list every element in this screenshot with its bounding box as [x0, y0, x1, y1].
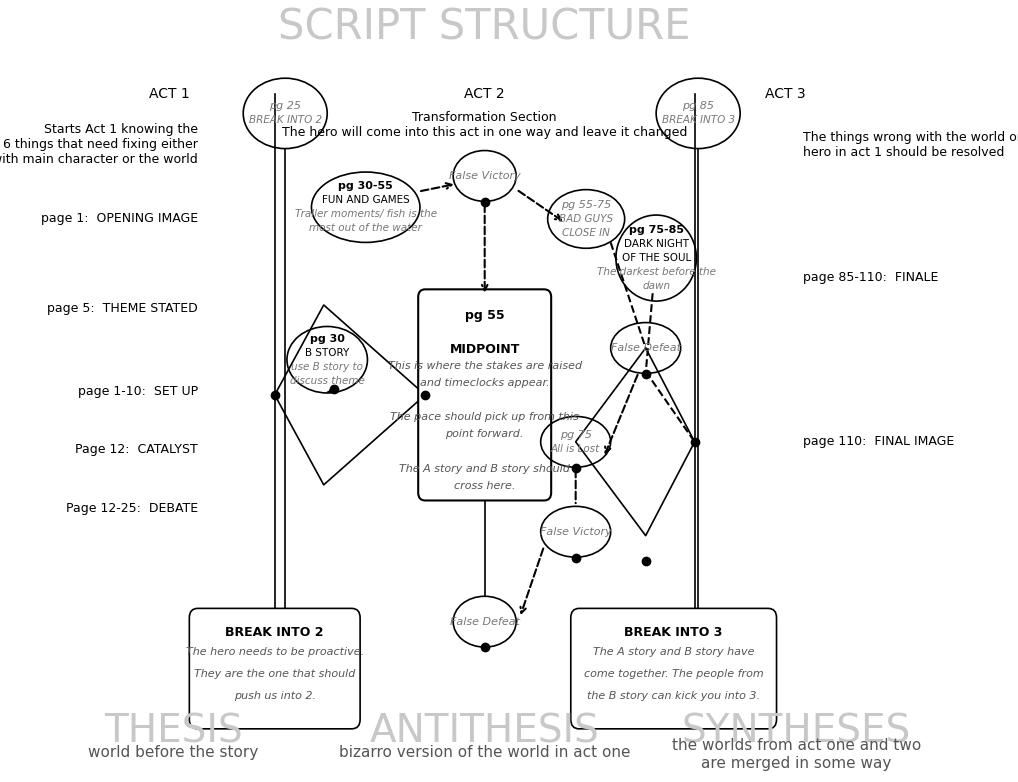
- Text: come together. The people from: come together. The people from: [583, 669, 764, 680]
- Text: CLOSE IN: CLOSE IN: [562, 228, 610, 238]
- Text: BREAK INTO 3: BREAK INTO 3: [662, 116, 735, 125]
- Text: The darkest before the: The darkest before the: [597, 267, 716, 277]
- FancyBboxPatch shape: [571, 608, 777, 729]
- Text: BREAK INTO 2: BREAK INTO 2: [225, 626, 324, 639]
- Text: pg 30: pg 30: [309, 334, 345, 343]
- Text: The A story and B story have: The A story and B story have: [592, 647, 754, 658]
- Text: pg 30-55: pg 30-55: [338, 181, 393, 191]
- Text: point forward.: point forward.: [446, 429, 524, 439]
- Text: most out of the water: most out of the water: [309, 224, 422, 233]
- Text: The pace should pick up from this: The pace should pick up from this: [390, 412, 579, 422]
- Text: All is Lost: All is Lost: [551, 444, 601, 454]
- Text: Starts Act 1 knowing the
6 things that need fixing either
with main character or: Starts Act 1 knowing the 6 things that n…: [0, 124, 197, 166]
- Text: pg 75-85: pg 75-85: [629, 225, 684, 235]
- Text: OF THE SOUL: OF THE SOUL: [622, 253, 691, 263]
- Text: use B story to: use B story to: [291, 362, 363, 371]
- FancyBboxPatch shape: [189, 608, 360, 729]
- Text: This is where the stakes are raised: This is where the stakes are raised: [388, 361, 581, 371]
- Text: Page 12:  CATALYST: Page 12: CATALYST: [75, 443, 197, 456]
- Text: pg 85: pg 85: [682, 102, 715, 111]
- Text: page 1:  OPENING IMAGE: page 1: OPENING IMAGE: [41, 213, 197, 225]
- Text: Traller moments/ fish is the: Traller moments/ fish is the: [294, 210, 437, 219]
- Text: page 110:  FINAL IMAGE: page 110: FINAL IMAGE: [803, 436, 955, 448]
- Text: BAD GUYS: BAD GUYS: [559, 214, 613, 224]
- Text: discuss theme: discuss theme: [290, 376, 364, 386]
- Text: and timeclocks appear.: and timeclocks appear.: [419, 378, 550, 388]
- FancyBboxPatch shape: [418, 289, 551, 500]
- Text: the worlds from act one and two
are merged in some way: the worlds from act one and two are merg…: [672, 738, 920, 771]
- Text: pg 75: pg 75: [560, 430, 591, 439]
- Text: ACT 1: ACT 1: [150, 87, 190, 101]
- Text: pg 25: pg 25: [269, 102, 301, 111]
- Text: DARK NIGHT: DARK NIGHT: [624, 239, 688, 249]
- Text: ACT 2: ACT 2: [464, 87, 505, 101]
- Text: page 5:  THEME STATED: page 5: THEME STATED: [47, 303, 197, 315]
- Text: pg 55: pg 55: [465, 309, 505, 322]
- Text: the B story can kick you into 3.: the B story can kick you into 3.: [587, 691, 760, 701]
- Text: False Victory: False Victory: [449, 171, 520, 181]
- Text: THESIS: THESIS: [104, 712, 242, 750]
- Text: dawn: dawn: [642, 282, 670, 291]
- Text: The A story and B story should: The A story and B story should: [399, 464, 570, 474]
- Text: MIDPOINT: MIDPOINT: [450, 343, 520, 357]
- Text: The things wrong with the world or
hero in act 1 should be resolved: The things wrong with the world or hero …: [803, 131, 1018, 159]
- Text: B STORY: B STORY: [305, 348, 349, 357]
- Text: BREAK INTO 2: BREAK INTO 2: [248, 116, 322, 125]
- Text: False Victory: False Victory: [540, 527, 612, 536]
- Text: page 1-10:  SET UP: page 1-10: SET UP: [77, 385, 197, 397]
- Text: SYNTHESES: SYNTHESES: [681, 712, 911, 750]
- Text: The hero needs to be proactive.: The hero needs to be proactive.: [185, 647, 363, 658]
- Text: bizarro version of the world in act one: bizarro version of the world in act one: [339, 744, 630, 760]
- Text: pg 55-75: pg 55-75: [561, 200, 611, 210]
- Text: Transformation Section
The hero will come into this act in one way and leave it : Transformation Section The hero will com…: [282, 111, 687, 139]
- Text: world before the story: world before the story: [89, 744, 259, 760]
- Text: BREAK INTO 3: BREAK INTO 3: [624, 626, 723, 639]
- Text: FUN AND GAMES: FUN AND GAMES: [322, 196, 409, 205]
- Text: ACT 3: ACT 3: [766, 87, 806, 101]
- Text: ANTITHESIS: ANTITHESIS: [370, 712, 600, 750]
- Text: SCRIPT STRUCTURE: SCRIPT STRUCTURE: [279, 6, 691, 48]
- Text: cross here.: cross here.: [454, 481, 515, 491]
- Text: Page 12-25:  DEBATE: Page 12-25: DEBATE: [65, 502, 197, 515]
- Text: False Defeat: False Defeat: [611, 343, 681, 353]
- Text: page 85-110:  FINALE: page 85-110: FINALE: [803, 271, 939, 284]
- Text: push us into 2.: push us into 2.: [234, 691, 316, 701]
- Text: They are the one that should: They are the one that should: [194, 669, 355, 680]
- Text: False Defeat: False Defeat: [450, 617, 519, 626]
